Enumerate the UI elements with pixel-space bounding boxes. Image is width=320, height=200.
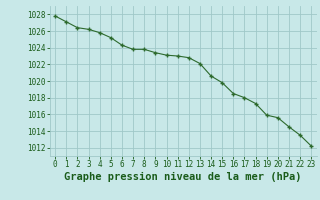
X-axis label: Graphe pression niveau de la mer (hPa): Graphe pression niveau de la mer (hPa)	[64, 172, 302, 182]
